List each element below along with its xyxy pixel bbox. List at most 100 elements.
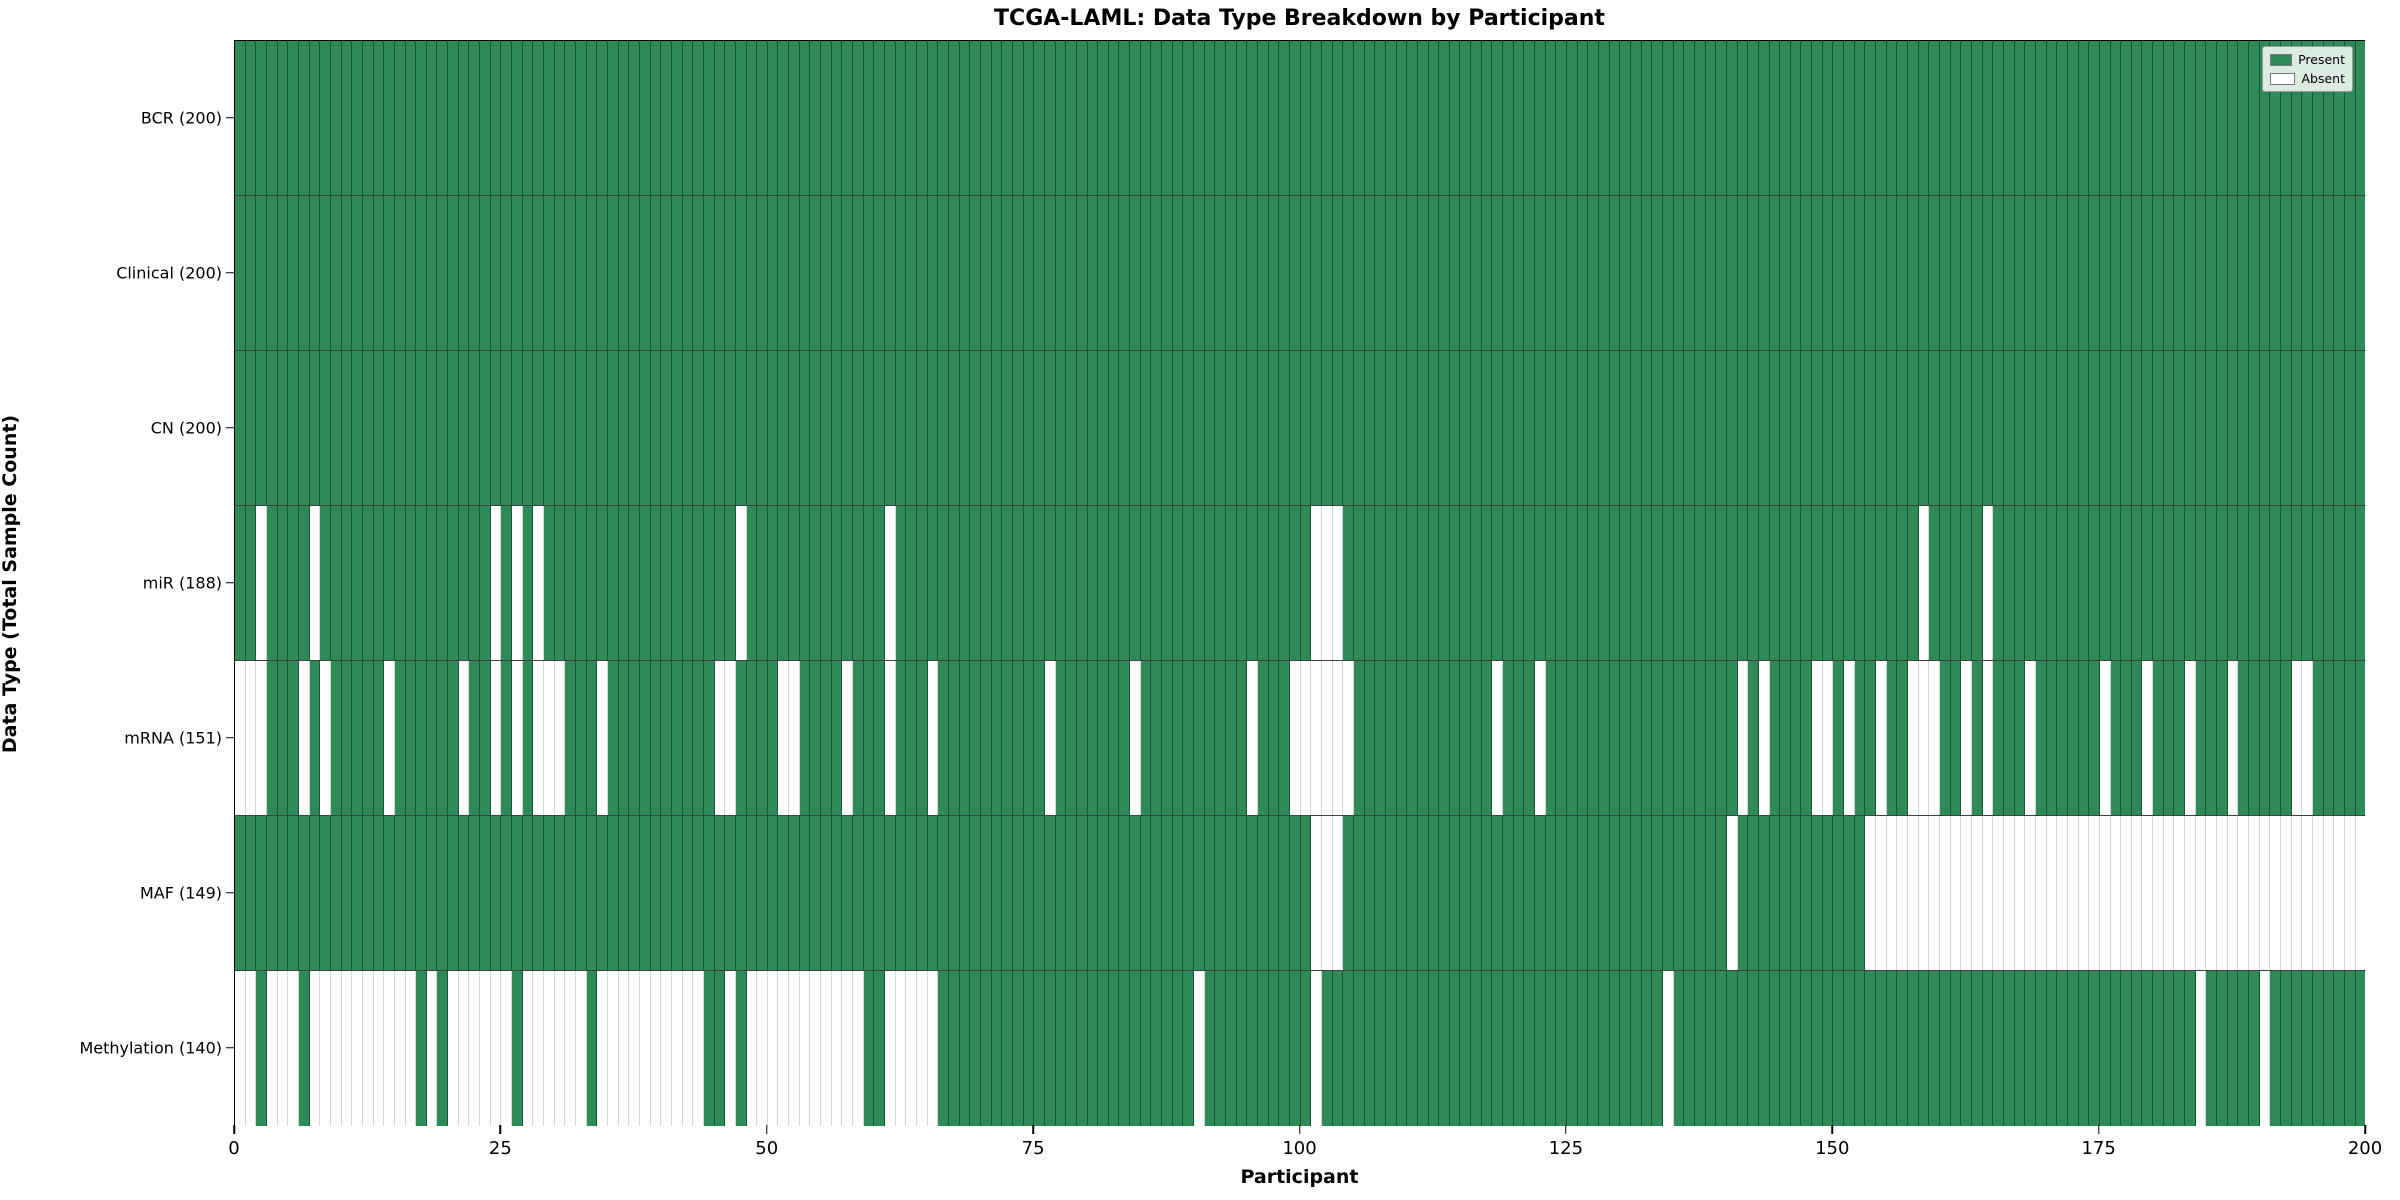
cell (671, 196, 683, 350)
x-tick-label-25: 25 (488, 1138, 512, 1159)
cell (480, 506, 491, 660)
cell (373, 661, 385, 815)
cell (629, 41, 640, 195)
cell (1385, 41, 1397, 195)
cell (2281, 41, 2292, 195)
cell (2302, 971, 2313, 1126)
cell (1385, 196, 1397, 350)
cell (1577, 661, 1589, 815)
cell (735, 196, 747, 350)
cell (1705, 506, 1717, 660)
cell (639, 506, 651, 660)
cell (2121, 351, 2132, 505)
cell (2281, 506, 2292, 660)
cell (1002, 661, 1013, 815)
cell (1268, 196, 1280, 350)
cell (1545, 41, 1557, 195)
cell (2312, 351, 2324, 505)
cell (1471, 196, 1482, 350)
cell (1662, 816, 1674, 970)
cell (1236, 816, 1248, 970)
cell (1567, 506, 1578, 660)
cell (1002, 41, 1013, 195)
cell (1321, 41, 1333, 195)
cell (789, 41, 800, 195)
cell (831, 506, 843, 660)
cell (1588, 816, 1599, 970)
cell (1535, 41, 1546, 195)
cell (1492, 971, 1504, 1126)
x-tick-label-0: 0 (228, 1138, 240, 1159)
cell (448, 816, 459, 970)
cell (639, 816, 651, 970)
cell (320, 351, 331, 505)
cell (1684, 41, 1695, 195)
cell (1812, 351, 1823, 505)
cell (725, 41, 736, 195)
cell (1716, 41, 1727, 195)
cell (607, 41, 619, 195)
cell (2259, 661, 2271, 815)
cell (1471, 971, 1482, 1126)
cell (490, 661, 502, 815)
cell (426, 816, 438, 970)
cell (682, 971, 694, 1126)
cell (1993, 661, 2004, 815)
cell (2035, 816, 2047, 970)
cell (2323, 971, 2335, 1126)
cell (1790, 816, 1802, 970)
cell (1865, 41, 1877, 195)
cell (1417, 506, 1429, 660)
cell (1641, 816, 1653, 970)
cell (1300, 971, 1312, 1126)
cell (1034, 661, 1045, 815)
cell (1609, 196, 1621, 350)
cell (863, 506, 875, 660)
cell (1908, 816, 1919, 970)
cell (426, 661, 438, 815)
cell (661, 196, 672, 350)
cell (2238, 506, 2250, 660)
cell (1769, 351, 1781, 505)
cell (1673, 196, 1685, 350)
cell (1066, 41, 1077, 195)
cell (607, 351, 619, 505)
cell (1609, 351, 1621, 505)
cell (1886, 41, 1898, 195)
cell (2057, 41, 2068, 195)
cell (1343, 971, 1354, 1126)
cell (863, 816, 875, 970)
cell (288, 351, 299, 505)
cell (842, 971, 854, 1126)
cell (2014, 41, 2026, 195)
cell (863, 41, 875, 195)
cell (522, 971, 534, 1126)
cell (1194, 661, 1205, 815)
cell (1300, 661, 1312, 815)
y-tick-mark (226, 891, 234, 894)
cell (1087, 41, 1099, 195)
cell (2003, 971, 2015, 1126)
cell (1385, 351, 1397, 505)
cell (1620, 196, 1631, 350)
cell (1151, 816, 1163, 970)
cell (1897, 196, 1909, 350)
cell (2344, 41, 2356, 195)
cell (970, 196, 981, 350)
cell (1268, 351, 1280, 505)
cell (1652, 196, 1663, 350)
cell (597, 971, 608, 1126)
cell (288, 506, 299, 660)
cell (2206, 661, 2218, 815)
cell (1012, 816, 1024, 970)
cell (469, 971, 481, 1126)
cell (1630, 506, 1642, 660)
cell (1481, 816, 1493, 970)
cell (2057, 661, 2068, 815)
cell (586, 41, 598, 195)
cell (629, 661, 640, 815)
cell (565, 196, 576, 350)
cell (1609, 816, 1621, 970)
cell (1609, 971, 1621, 1126)
cell (639, 971, 651, 1126)
